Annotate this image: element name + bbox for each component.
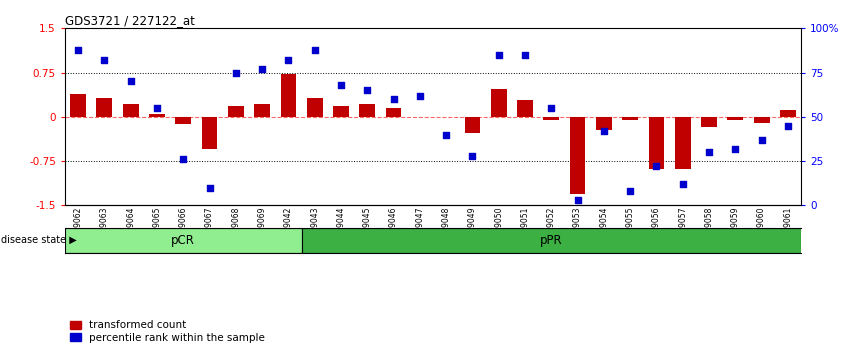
Legend: transformed count, percentile rank within the sample: transformed count, percentile rank withi…	[70, 320, 265, 343]
Bar	[70, 95, 86, 117]
Point	[728, 146, 742, 152]
Point	[307, 47, 321, 52]
Point	[466, 153, 480, 159]
Bar	[123, 104, 139, 117]
Bar	[175, 117, 191, 124]
Text: pPR: pPR	[540, 234, 563, 247]
Bar	[544, 117, 559, 120]
Point	[229, 70, 242, 75]
Point	[360, 87, 374, 93]
Point	[518, 52, 532, 58]
Text: GDS3721 / 227122_at: GDS3721 / 227122_at	[65, 14, 195, 27]
Bar	[727, 117, 743, 120]
Bar	[65, 228, 301, 253]
Bar	[649, 117, 664, 169]
Point	[571, 197, 585, 203]
Bar	[307, 98, 322, 117]
Bar	[517, 100, 533, 117]
Bar	[149, 114, 165, 117]
Point	[702, 149, 716, 155]
Bar	[281, 74, 296, 117]
Bar	[464, 117, 481, 133]
Bar	[753, 117, 770, 123]
Bar	[301, 228, 801, 253]
Bar	[333, 106, 349, 117]
Bar	[255, 104, 270, 117]
Point	[386, 96, 400, 102]
Bar	[596, 117, 611, 130]
Bar	[202, 117, 217, 149]
Point	[781, 123, 795, 129]
Point	[203, 185, 216, 190]
Bar	[570, 117, 585, 194]
Point	[597, 128, 611, 134]
Bar	[623, 117, 638, 120]
Bar	[385, 108, 402, 117]
Point	[624, 188, 637, 194]
Text: disease state ▶: disease state ▶	[1, 235, 76, 245]
Point	[754, 137, 768, 143]
Point	[413, 93, 427, 98]
Point	[650, 164, 663, 169]
Point	[281, 57, 295, 63]
Bar	[780, 110, 796, 117]
Point	[255, 66, 269, 72]
Bar	[228, 106, 243, 117]
Point	[675, 181, 689, 187]
Point	[98, 57, 112, 63]
Bar	[675, 117, 691, 169]
Point	[545, 105, 559, 111]
Bar	[96, 98, 113, 117]
Point	[334, 82, 348, 88]
Bar	[359, 104, 375, 117]
Point	[71, 47, 85, 52]
Point	[439, 132, 453, 137]
Bar	[491, 88, 507, 117]
Point	[150, 105, 164, 111]
Text: pCR: pCR	[171, 234, 195, 247]
Point	[124, 79, 138, 84]
Point	[492, 52, 506, 58]
Bar	[701, 117, 717, 127]
Point	[177, 156, 191, 162]
